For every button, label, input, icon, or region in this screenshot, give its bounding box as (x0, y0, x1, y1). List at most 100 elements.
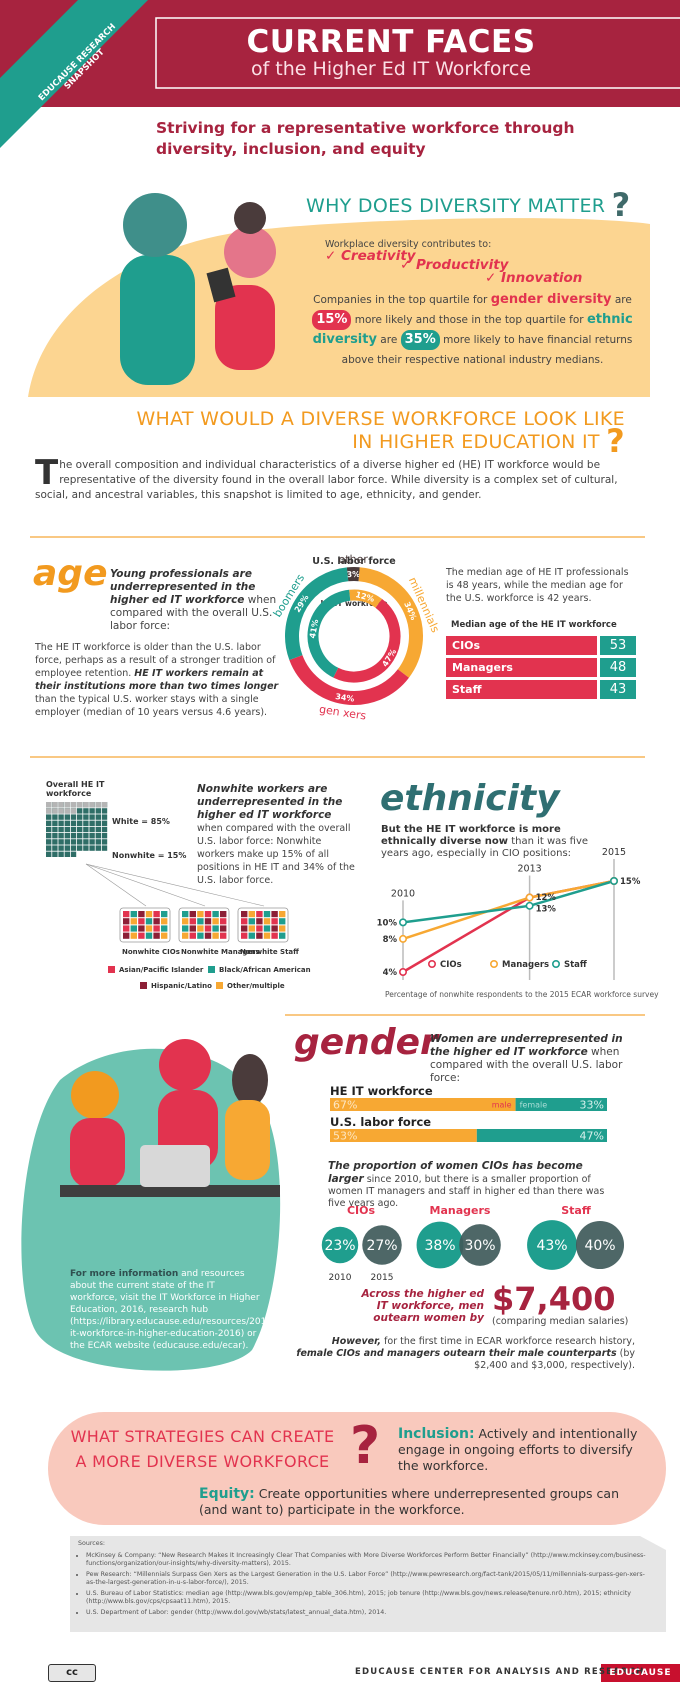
waffle-cell (95, 802, 101, 808)
text-run: Young professionals are underrepresented… (110, 568, 256, 606)
role-name: Staff (561, 1204, 591, 1217)
bar-name: HE IT workforce (330, 1084, 433, 1098)
waffle-cell (83, 833, 89, 839)
age-donut: U.S. labor force HE IT workforce 3% other 34… (271, 553, 442, 723)
proportion-circle (527, 1220, 577, 1270)
mini-cell (271, 925, 278, 932)
waffle-cell (101, 808, 108, 814)
shape (120, 255, 195, 385)
waffle-cell (77, 820, 83, 826)
point-label: 8% (383, 935, 398, 945)
waffle-cell (58, 820, 64, 826)
waffle-cell (89, 802, 95, 808)
mini-cell (271, 918, 278, 925)
ethnicity-heading: ethnicity (380, 778, 560, 819)
illustration-people (120, 193, 276, 385)
text-run: HE IT workers remain at their institutio… (35, 668, 279, 692)
question-mark: ? (350, 1416, 381, 1476)
strategies-blob (48, 1412, 666, 1525)
waffle-cell (64, 826, 70, 833)
mini-cell (279, 918, 286, 925)
title-frame (155, 17, 680, 89)
text-run: The proportion of women CIOs has become … (328, 1160, 583, 1185)
text-run: 15% (312, 310, 352, 330)
waffle-cell (46, 820, 52, 826)
connector (85, 863, 206, 907)
bar-female (476, 1129, 607, 1142)
mini-cell (248, 911, 255, 918)
waffle-cell (52, 802, 58, 808)
mini-cell (123, 918, 130, 925)
waffle-cell (70, 851, 77, 857)
waffle-cell (46, 839, 52, 845)
text-run: Companies in the top quartile for (313, 294, 491, 306)
donut-segment (307, 589, 351, 678)
mini-cell (161, 918, 168, 925)
median-role: CIOs (446, 636, 597, 655)
footer-logo: EDUCAUSE (609, 1668, 672, 1678)
mini-cell (145, 918, 153, 925)
shape (71, 1071, 119, 1119)
mini-cell (161, 925, 168, 932)
waffle-cell (64, 833, 70, 839)
waffle-chart: White = 85%Nonwhite = 15%Nonwhite CIOs No… (46, 802, 311, 990)
waffle-cell (101, 839, 108, 845)
waffle-cell (64, 802, 70, 808)
however-text: However, for the first time in ECAR work… (295, 1336, 635, 1372)
text-run: Nonwhite workers are underrepresented in… (197, 783, 343, 821)
bar-legend: male (492, 1101, 512, 1110)
text-run: Create opportunities where underrepresen… (199, 1486, 620, 1517)
waffle-cell (77, 833, 83, 839)
mini-cell (197, 918, 204, 925)
bar-label: 33% (580, 1099, 604, 1112)
sources-box (70, 1536, 666, 1632)
group-label: Nonwhite CIOs (122, 948, 180, 956)
mini-cell (130, 911, 137, 918)
mini-cell (189, 918, 196, 925)
text-run: are (376, 334, 401, 346)
mini-cell (241, 932, 248, 939)
pay-note: (comparing median salaries) (492, 1316, 629, 1327)
mini-cell (204, 911, 212, 918)
text-run: But the HE IT workforce is more ethnical… (381, 824, 561, 847)
waffle-cell (52, 808, 58, 814)
donut-segment (289, 654, 409, 705)
waffle-cell (52, 826, 58, 833)
mini-cell (130, 925, 137, 932)
waffle-cell (64, 839, 70, 845)
mini-cell (212, 932, 219, 939)
waffle-cell (46, 851, 52, 857)
mini-cell (279, 925, 286, 932)
legend-marker (552, 960, 561, 969)
text-run: are (611, 294, 632, 306)
waffle-cell (89, 814, 95, 820)
mini-cell (204, 925, 212, 932)
trend-chart: 2010 2013 2015 10% 8% 4% 13% 12% 15% CIOs Managers… (377, 847, 659, 999)
waffle-cell (95, 820, 101, 826)
mini-cell (161, 911, 168, 918)
waffle-cell (64, 814, 70, 820)
trend-caption: Percentage of nonwhite respondents to th… (385, 990, 659, 999)
strategies-heading: WHAT STRATEGIES CAN CREATE A MORE DIVERSE… (60, 1424, 345, 1474)
sources-list: McKinsey & Company: “New Research Makes … (78, 1552, 653, 1618)
pay-gap: $7,400 (492, 1280, 616, 1318)
mini-cell (220, 911, 227, 918)
waffle-cell (89, 833, 95, 839)
mini-cell (145, 911, 153, 918)
text-run: than it was five years ago, especially i… (381, 836, 589, 859)
bar-name: U.S. labor force (330, 1115, 431, 1129)
shape (206, 267, 236, 303)
text-run: Women are underrepresented in the higher… (430, 1033, 623, 1058)
text-run: For more information (70, 1269, 179, 1279)
shape (159, 1039, 211, 1091)
donut-segment (333, 598, 401, 683)
text-run: female CIOs and managers outearn their m… (296, 1348, 617, 1359)
waffle-title: Overall HE IT workforce (46, 780, 105, 798)
circle-label: 43% (536, 1238, 567, 1254)
waffle-cell (77, 845, 83, 851)
text-run: for the first time in ECAR workforce res… (381, 1336, 635, 1347)
